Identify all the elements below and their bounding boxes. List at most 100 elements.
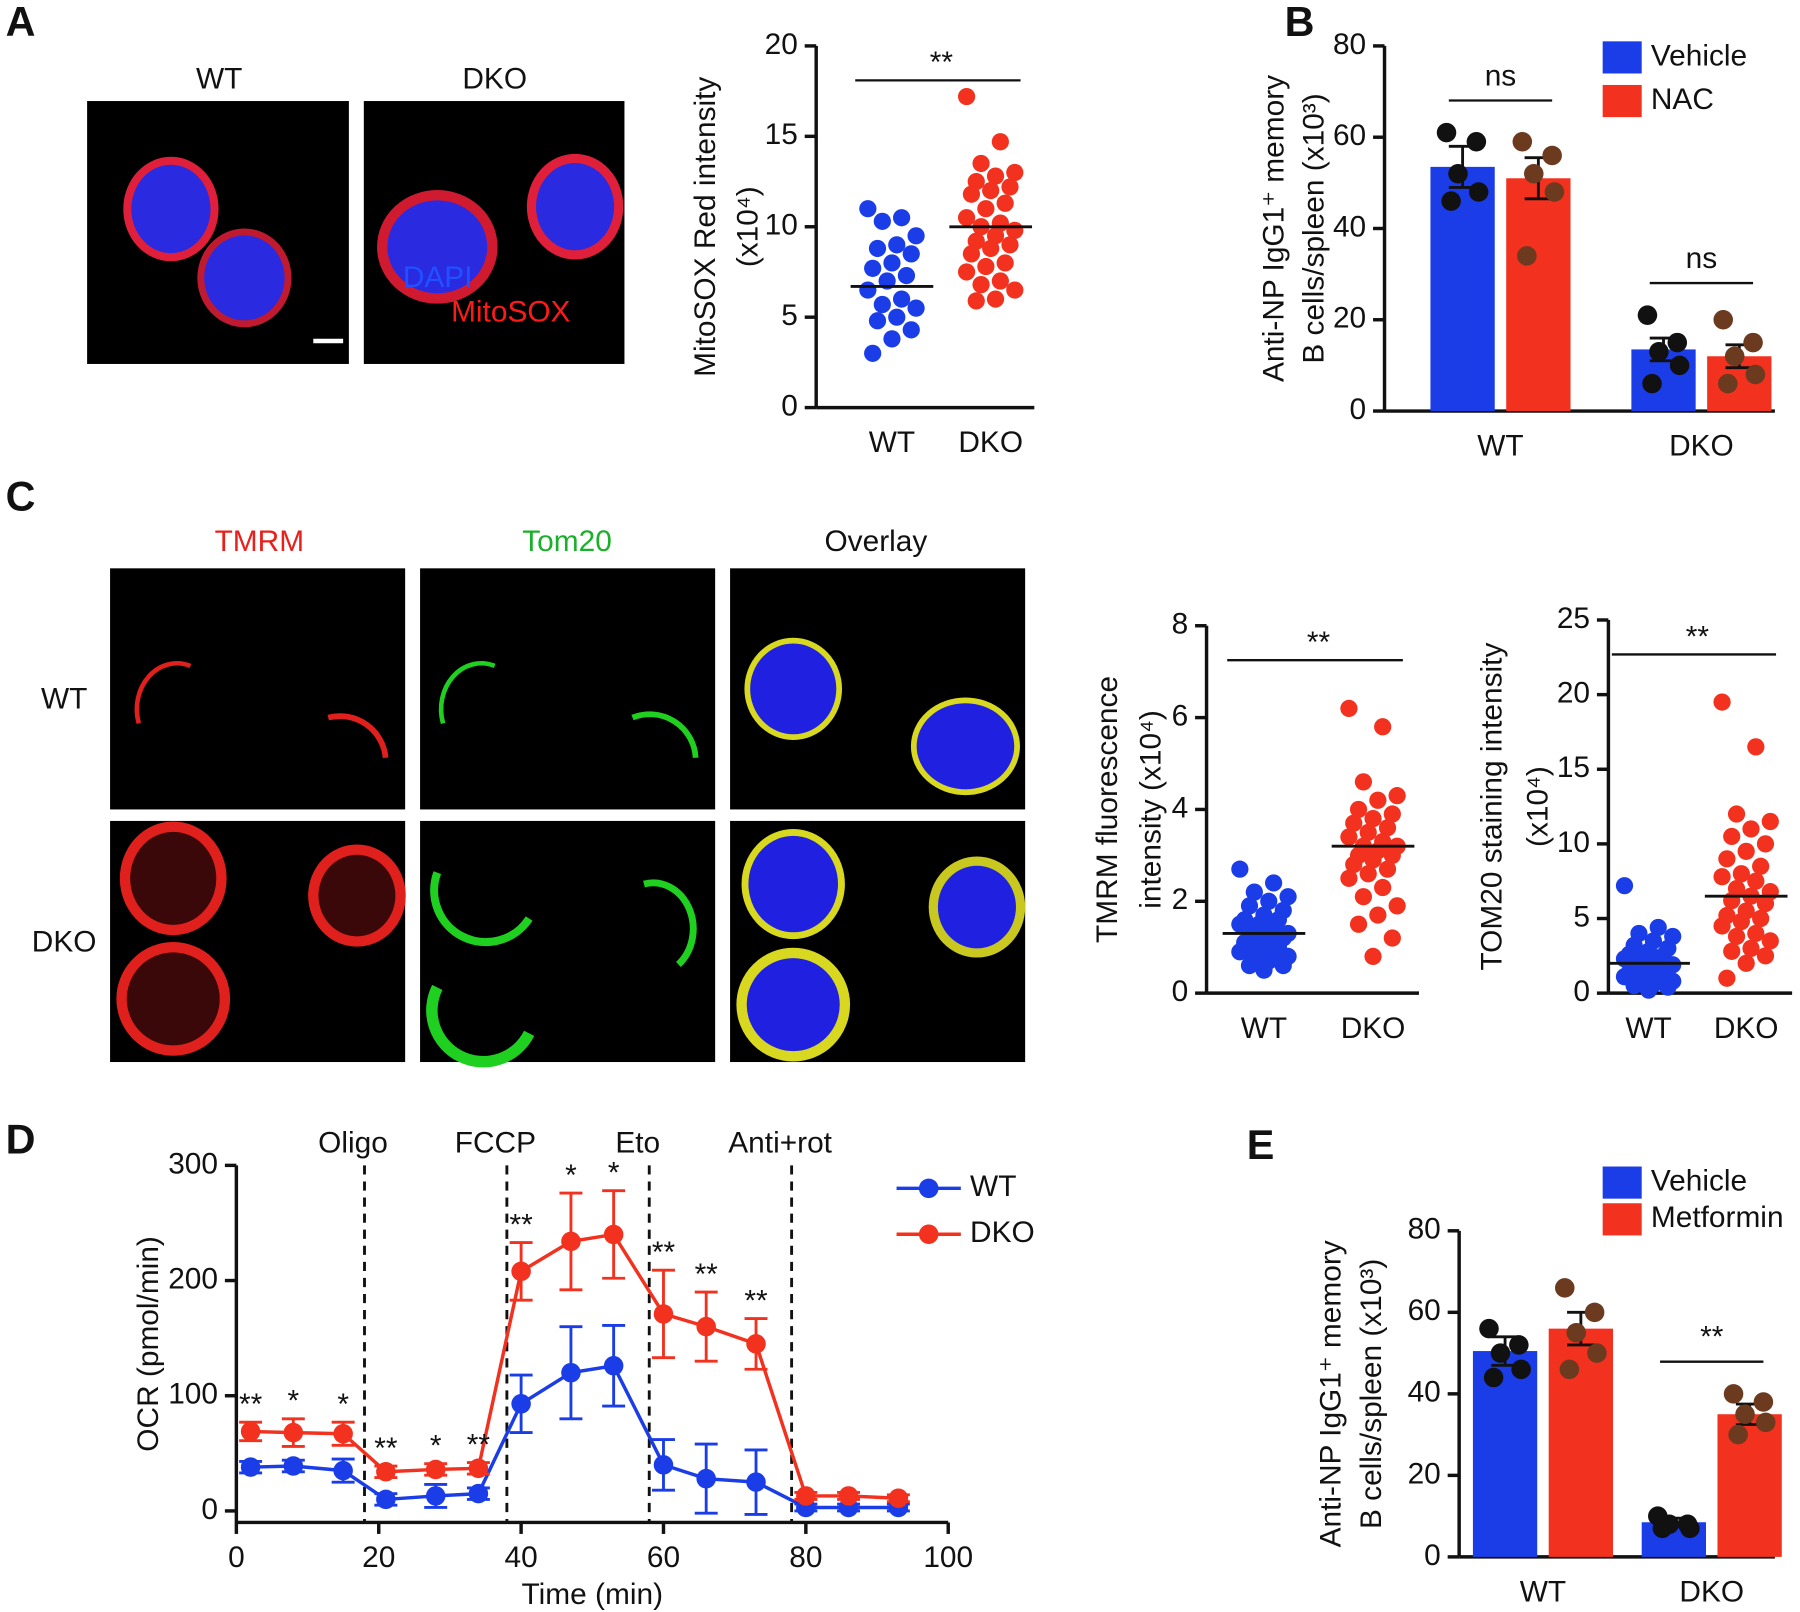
data-point <box>1340 699 1358 718</box>
panel-label: A <box>6 0 36 45</box>
data-point <box>1383 805 1401 823</box>
data-point <box>376 1489 396 1510</box>
data-point <box>1756 894 1775 913</box>
data-point <box>864 259 882 277</box>
y-tick-label: 10 <box>765 209 798 242</box>
data-point <box>1340 869 1358 887</box>
data-point <box>1517 246 1537 266</box>
x-axis-label: Time (min) <box>522 1578 663 1611</box>
y-axis-label: (x10⁴) <box>731 186 764 267</box>
data-point <box>1441 191 1461 211</box>
data-point <box>1742 939 1760 957</box>
y-axis-label: TMRM fluorescence <box>1091 676 1124 943</box>
micrograph <box>87 101 625 364</box>
data-point <box>1642 373 1662 394</box>
x-tick-label: WT <box>1625 1012 1671 1045</box>
data-point <box>1369 791 1387 809</box>
data-point <box>907 299 925 317</box>
data-point <box>1345 814 1363 832</box>
data-point <box>1649 341 1669 362</box>
data-point <box>1359 823 1377 842</box>
data-point <box>1349 915 1368 933</box>
data-point <box>892 290 911 308</box>
data-point <box>1723 827 1741 846</box>
data-point <box>333 1460 353 1481</box>
data-point <box>561 1362 581 1383</box>
data-point <box>1468 182 1489 202</box>
y-tick-label: 4 <box>1172 791 1189 824</box>
y-tick-label: 20 <box>1557 677 1590 710</box>
data-point <box>1264 874 1283 892</box>
data-point <box>1466 132 1487 152</box>
x-tick-label: 100 <box>923 1541 973 1574</box>
bar <box>1717 1414 1782 1557</box>
x-tick-label: 20 <box>362 1541 395 1574</box>
row-label: DKO <box>32 926 97 959</box>
y-tick-label: 0 <box>1424 1539 1441 1572</box>
data-point <box>1649 918 1667 937</box>
data-point <box>888 1488 909 1509</box>
data-point <box>1761 812 1779 831</box>
data-point <box>1735 1404 1755 1424</box>
data-point <box>907 227 925 245</box>
data-point <box>1378 819 1397 837</box>
data-point <box>1359 865 1377 883</box>
significance-label: * <box>608 1157 620 1190</box>
y-tick-label: 0 <box>201 1493 218 1526</box>
y-tick-label: 40 <box>1333 210 1366 243</box>
y-tick-label: 40 <box>1408 1376 1441 1409</box>
significance-label: * <box>337 1388 349 1421</box>
data-point <box>696 1468 716 1489</box>
data-point <box>425 1486 446 1506</box>
legend-label: Vehicle <box>1651 1164 1747 1197</box>
image-title: DKO <box>462 62 527 95</box>
data-point <box>1240 897 1259 915</box>
data-point <box>1639 981 1658 999</box>
data-point <box>1732 865 1750 883</box>
data-point <box>1483 1367 1504 1388</box>
y-tick-label: 20 <box>1408 1457 1441 1490</box>
data-point <box>1723 1384 1744 1404</box>
data-point <box>1667 332 1688 353</box>
legend-label: NAC <box>1651 83 1714 116</box>
data-point <box>1745 364 1766 385</box>
y-tick-label: 5 <box>1573 900 1590 933</box>
data-point <box>1755 1412 1776 1433</box>
data-point <box>1240 956 1259 975</box>
data-point <box>1752 909 1770 928</box>
data-point <box>1001 178 1019 196</box>
data-point <box>1756 947 1775 965</box>
data-point <box>1737 842 1755 860</box>
y-axis-label: B cells/spleen (x10³) <box>1355 1259 1388 1529</box>
data-point <box>1652 1518 1673 1539</box>
data-point <box>957 209 976 227</box>
data-point <box>1524 163 1544 184</box>
data-point <box>1713 693 1731 711</box>
image-title: WT <box>196 62 242 95</box>
panel-label: E <box>1247 1122 1275 1168</box>
data-point <box>1383 846 1401 864</box>
data-point <box>1512 132 1533 152</box>
data-point <box>838 1486 859 1506</box>
bar <box>1506 178 1571 412</box>
y-axis-label: TOM20 staining intensity <box>1475 643 1508 971</box>
data-point <box>468 1458 489 1479</box>
image-title: TMRM <box>215 525 305 558</box>
x-tick-label: WT <box>1241 1012 1287 1045</box>
y-axis-label: (x10⁴) <box>1521 766 1554 847</box>
y-tick-label: 15 <box>765 118 798 151</box>
stain-label: MitoSOX <box>451 295 570 328</box>
data-point <box>1349 800 1368 819</box>
data-point <box>996 194 1014 212</box>
data-point <box>1584 1302 1605 1323</box>
data-point <box>1231 860 1249 878</box>
y-tick-label: 200 <box>168 1262 218 1295</box>
treatment-label: FCCP <box>455 1127 536 1160</box>
data-point <box>1354 888 1373 906</box>
treatment-label: Eto <box>615 1127 660 1160</box>
data-point <box>868 312 887 330</box>
data-point <box>977 200 995 218</box>
data-point <box>1753 1392 1774 1412</box>
y-tick-label: 0 <box>1573 975 1590 1008</box>
legend-label: Metformin <box>1651 1201 1784 1234</box>
